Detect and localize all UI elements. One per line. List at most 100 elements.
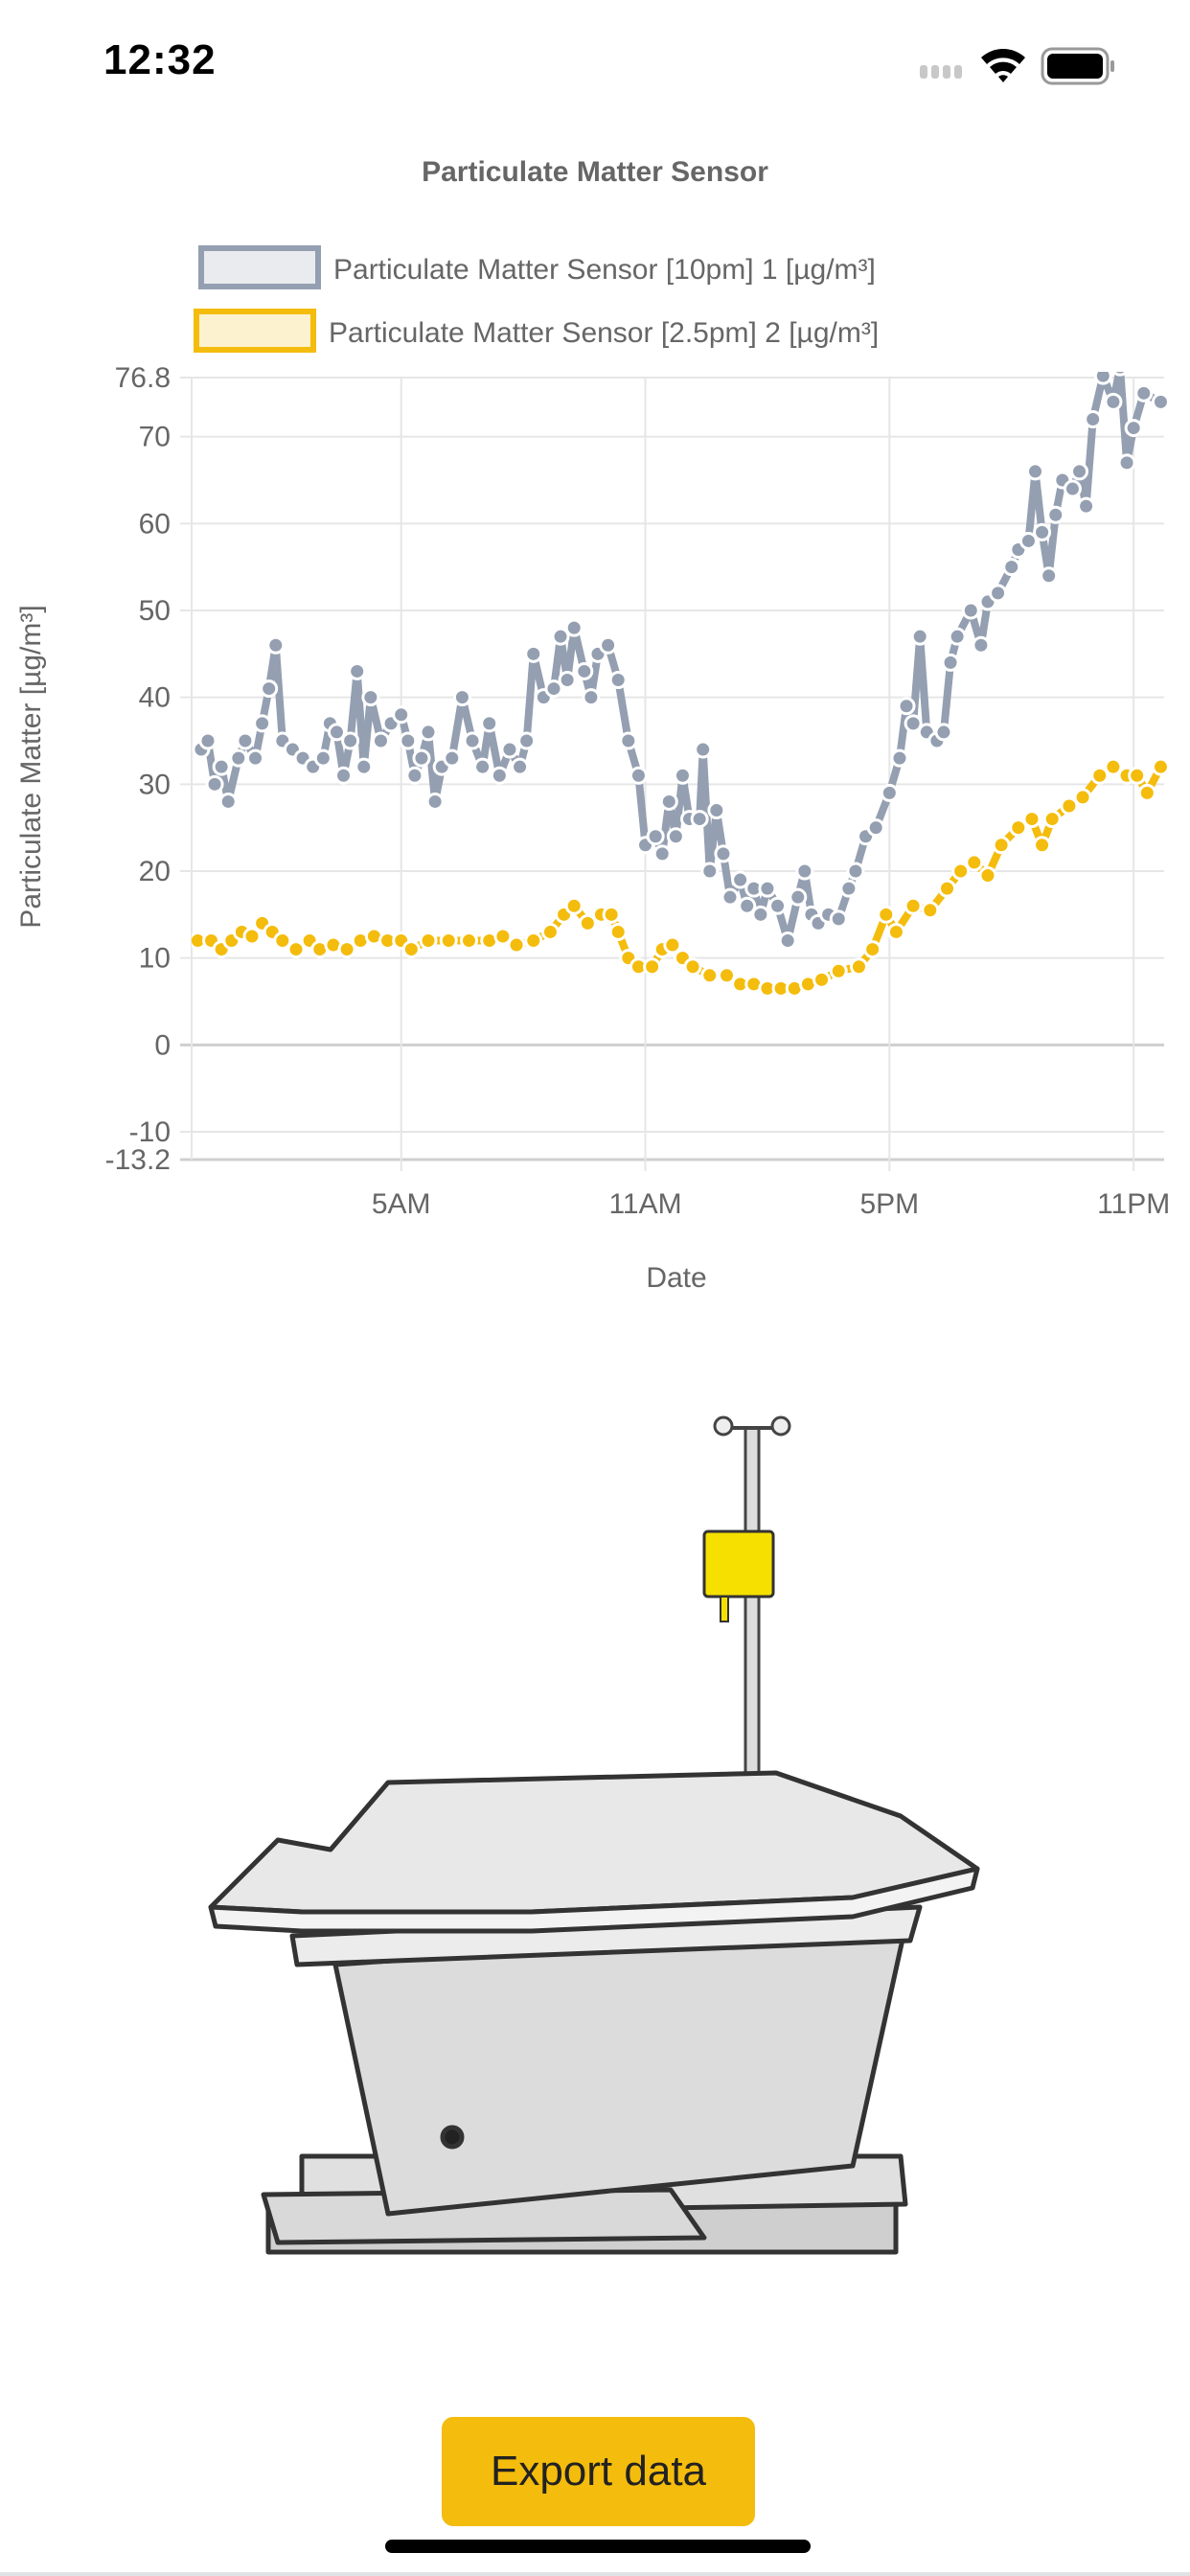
series-pm25 <box>192 757 1170 998</box>
y-tick-label: 76.8 <box>115 362 171 394</box>
legend-swatch-pm10 <box>198 245 321 289</box>
data-point <box>493 927 513 946</box>
legend-swatch-pm25 <box>194 309 316 353</box>
y-tick-label: 10 <box>139 943 171 975</box>
chart-title: Particulate Matter Sensor <box>422 156 768 188</box>
data-point <box>863 940 882 959</box>
data-point <box>242 927 262 946</box>
data-point <box>371 731 390 750</box>
y-tick-label: 0 <box>154 1029 171 1061</box>
data-point <box>683 957 702 977</box>
data-point <box>880 783 899 802</box>
data-point <box>599 635 618 655</box>
data-point <box>608 671 628 690</box>
legend-item-pm10[interactable]: Particulate Matter Sensor [10pm] 1 [µg/m… <box>198 245 876 289</box>
data-point <box>778 932 797 951</box>
data-point <box>1042 810 1062 829</box>
status-time: 12:32 <box>103 36 217 83</box>
grid <box>180 377 1164 1171</box>
data-point <box>564 896 584 915</box>
data-point <box>717 966 736 985</box>
legend-label-pm10: Particulate Matter Sensor [10pm] 1 [µg/m… <box>333 254 876 286</box>
data-point <box>473 757 492 776</box>
y-tick-label: 60 <box>139 508 171 540</box>
data-point <box>540 922 560 941</box>
data-point <box>738 896 757 915</box>
data-point <box>412 748 431 768</box>
data-point <box>1117 453 1136 472</box>
data-point <box>1084 410 1103 429</box>
data-point <box>602 905 621 924</box>
data-point <box>948 627 967 646</box>
data-point <box>839 879 858 898</box>
data-point <box>1018 531 1038 550</box>
data-point <box>205 774 224 794</box>
data-point <box>1077 496 1096 516</box>
y-tick-label: 70 <box>139 422 171 453</box>
data-point <box>1033 522 1052 541</box>
data-point <box>198 731 217 750</box>
data-point <box>1134 383 1154 402</box>
data-point <box>266 635 286 655</box>
y-tick-label: 50 <box>139 595 171 627</box>
data-point <box>666 827 685 846</box>
data-point <box>789 887 808 907</box>
data-point <box>646 827 665 846</box>
legend-item-pm25[interactable]: Particulate Matter Sensor [2.5pm] 2 [µg/… <box>194 309 879 353</box>
y-axis-label: Particulate Matter [µg/m³] <box>15 605 47 928</box>
data-point <box>992 836 1011 855</box>
data-point <box>1026 462 1045 481</box>
data-point <box>1151 392 1170 411</box>
data-point <box>212 757 231 776</box>
wifi-icon <box>981 49 1025 82</box>
data-point <box>608 922 628 941</box>
data-point <box>1151 757 1170 776</box>
data-point <box>1033 836 1052 855</box>
data-point <box>1063 479 1082 498</box>
data-point <box>273 932 292 951</box>
data-point <box>246 748 265 768</box>
data-point <box>904 714 923 733</box>
home-indicator[interactable] <box>385 2540 811 2553</box>
data-point <box>938 879 957 898</box>
data-point <box>659 792 678 811</box>
data-point <box>795 862 814 881</box>
data-point <box>886 922 905 941</box>
data-point <box>690 810 709 829</box>
export-data-button[interactable]: Export data <box>442 2417 755 2526</box>
data-point <box>551 627 570 646</box>
data-point <box>327 723 346 742</box>
data-point <box>229 748 248 768</box>
data-point <box>401 940 421 959</box>
series-pm10 <box>192 372 1170 951</box>
data-point <box>558 671 577 690</box>
data-point <box>1002 558 1021 577</box>
data-point <box>700 966 720 985</box>
legend: Particulate Matter Sensor [10pm] 1 [µg/m… <box>194 245 879 353</box>
beehive-illustration <box>208 1415 980 2255</box>
data-point <box>877 905 896 924</box>
data-point <box>961 601 980 620</box>
data-point <box>768 896 788 915</box>
sensor-box-icon <box>702 1530 775 1622</box>
data-point <box>218 792 238 811</box>
legend-label-pm25: Particulate Matter Sensor [2.5pm] 2 [µg/… <box>329 317 879 349</box>
data-point <box>490 766 509 785</box>
data-point <box>849 957 868 977</box>
data-point <box>731 870 750 889</box>
data-point <box>564 618 584 637</box>
data-point <box>978 866 997 886</box>
data-point <box>425 792 445 811</box>
data-point <box>443 748 462 768</box>
data-point <box>253 714 272 733</box>
data-point <box>989 584 1008 603</box>
beehive-icon <box>208 1770 980 2255</box>
data-point <box>721 887 740 907</box>
data-point <box>1070 462 1089 481</box>
data-point <box>480 714 499 733</box>
data-point <box>392 705 411 724</box>
data-point <box>1104 757 1123 776</box>
data-point <box>337 940 356 959</box>
signal-icon <box>920 65 962 79</box>
data-point <box>1124 419 1143 438</box>
